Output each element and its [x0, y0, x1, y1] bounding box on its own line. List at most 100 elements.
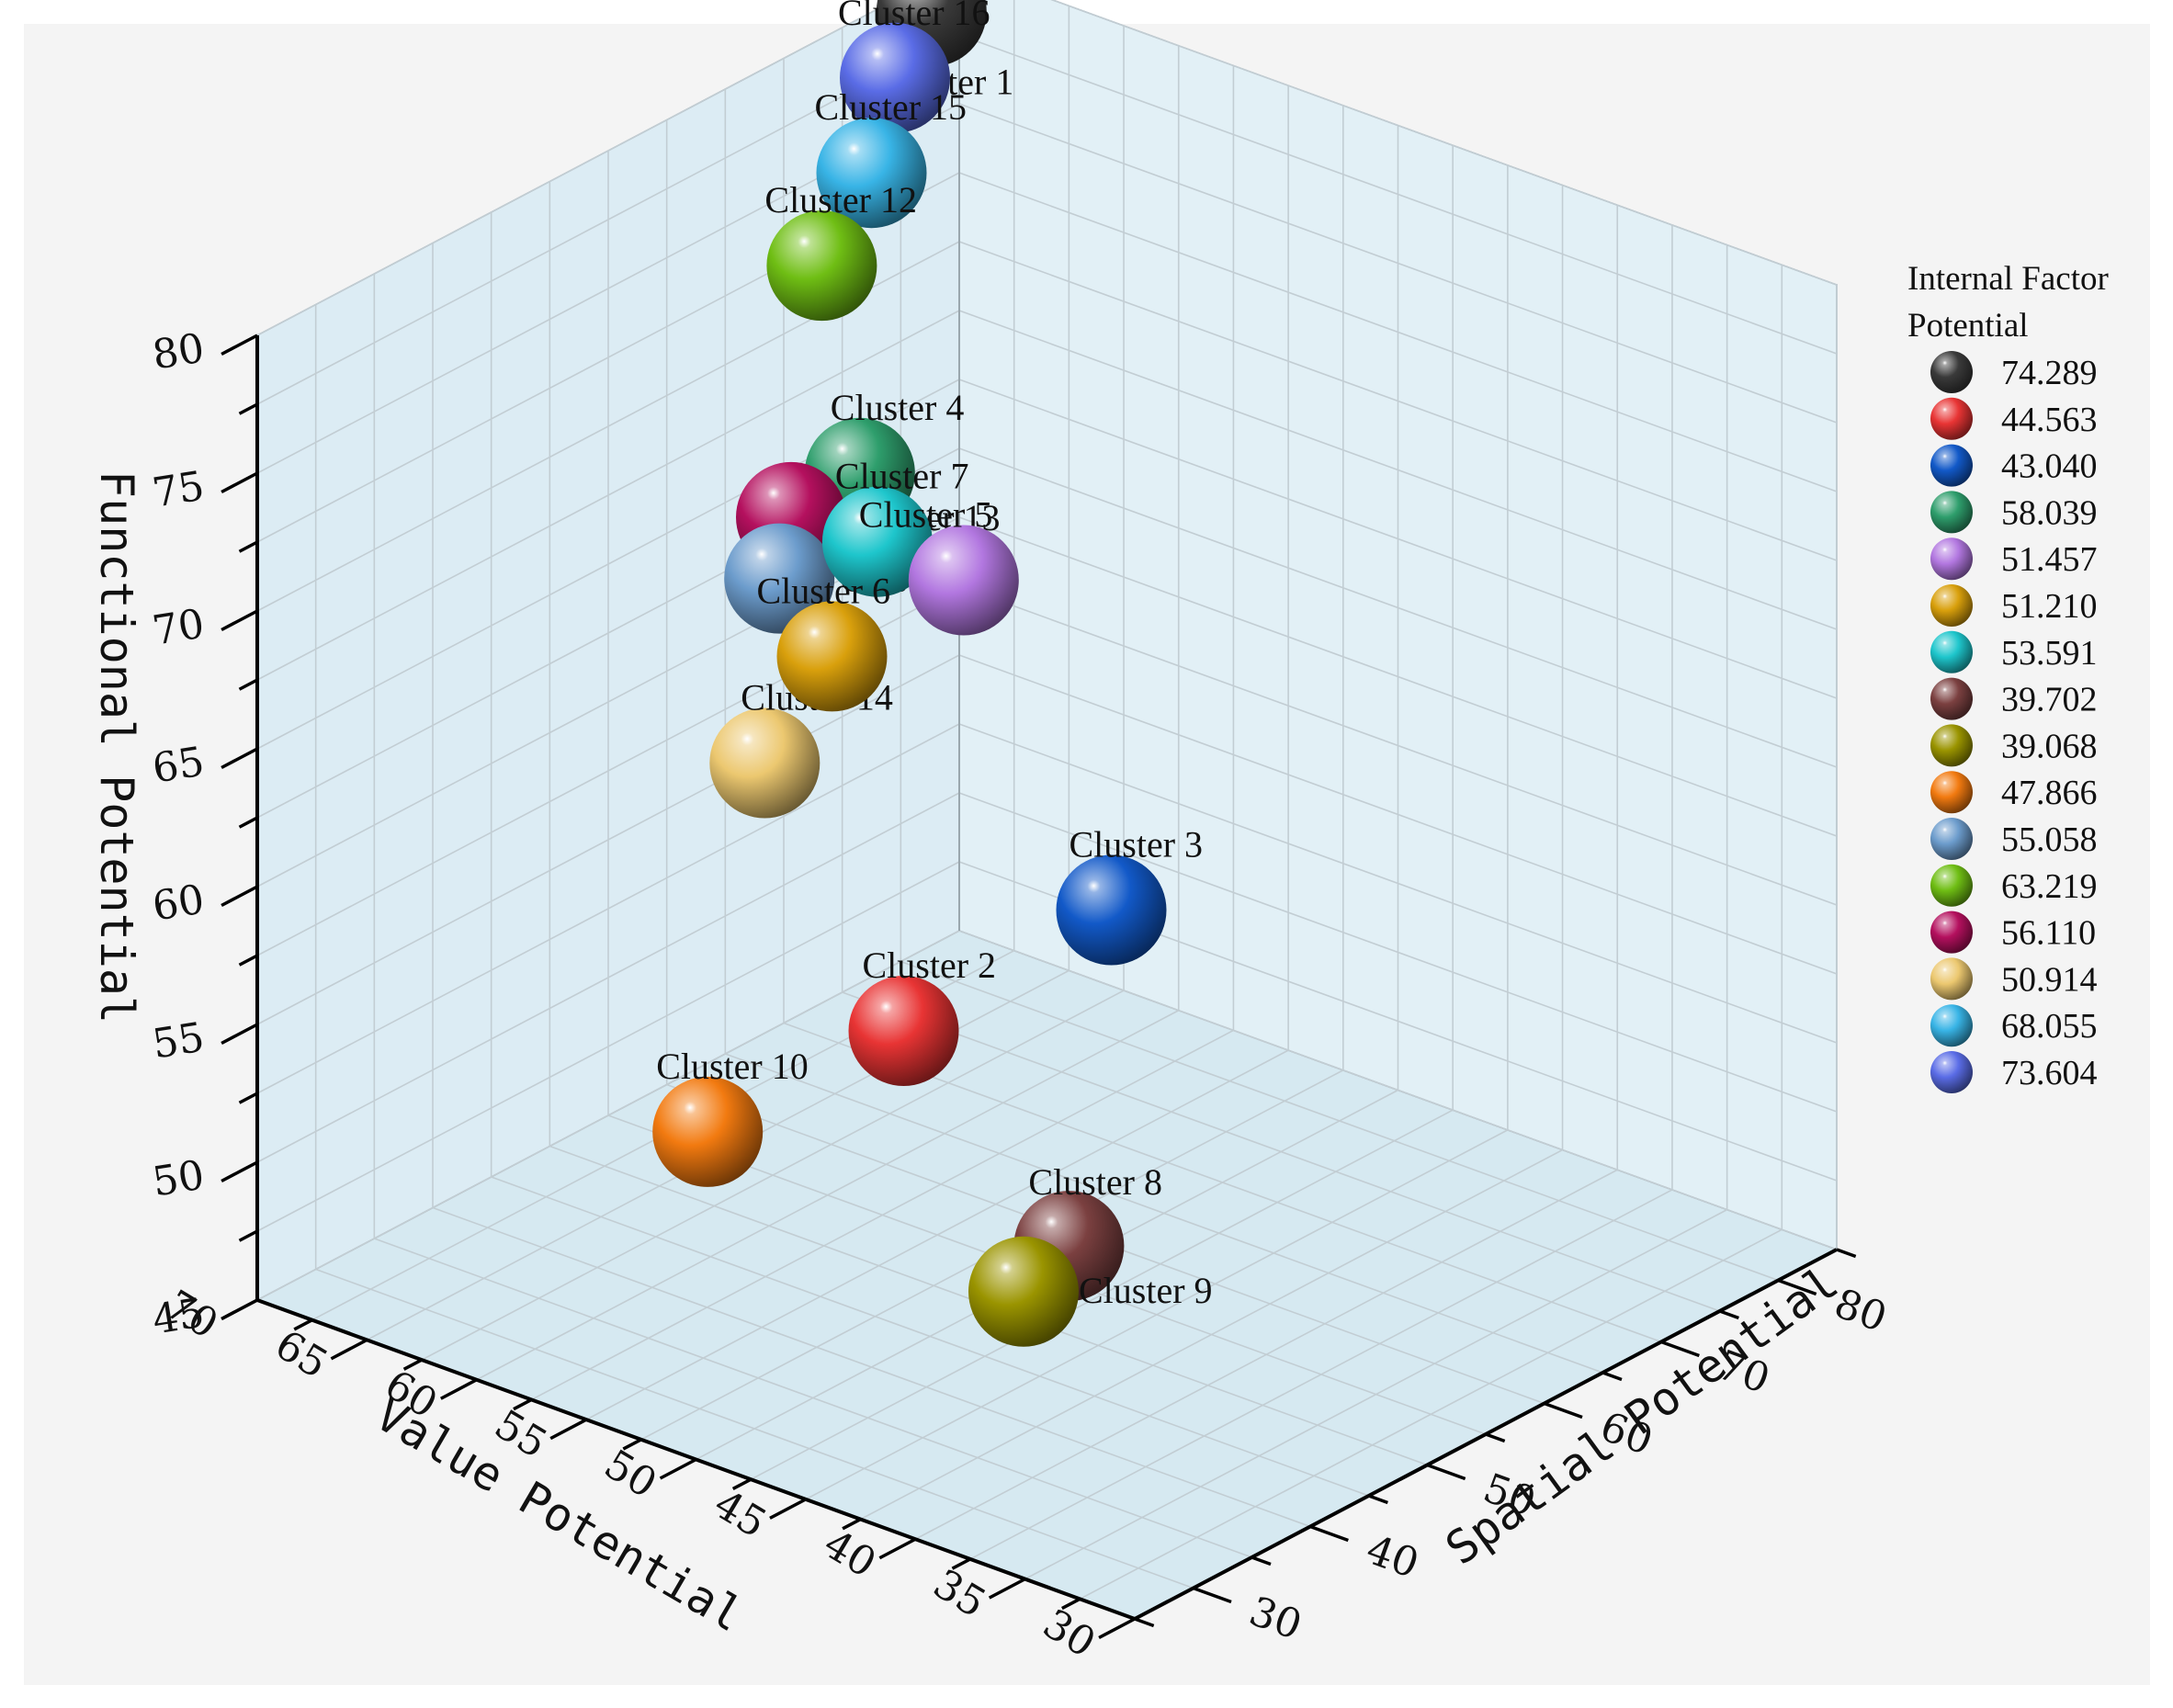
grid-line — [256, 654, 960, 1025]
grid-line — [900, 960, 1779, 1282]
point-label: Cluster 5 — [859, 494, 993, 536]
bubble-point — [816, 118, 927, 229]
x-axis-tick — [878, 1537, 917, 1560]
z-tick-label: 45 — [149, 1289, 207, 1343]
x-axis-tick — [731, 1477, 753, 1490]
y-axis-tick — [1134, 1617, 1155, 1628]
legend-swatch — [1930, 351, 1973, 393]
z-axis-tick — [221, 334, 258, 356]
z-axis-tick — [221, 1023, 258, 1046]
z-axis-tick — [238, 816, 258, 829]
y-axis-tick — [1485, 1432, 1506, 1443]
legend-value: 39.702 — [2001, 681, 2098, 719]
x-axis-tick — [330, 1338, 368, 1361]
point-label: Cluster 6 — [757, 570, 891, 611]
legend-value: 47.866 — [2001, 774, 2098, 812]
y-axis-tick — [1193, 1586, 1232, 1604]
bubble-point — [848, 976, 959, 1086]
bubble-point — [840, 22, 950, 133]
z-axis-tick — [238, 540, 258, 553]
y-axis-tick — [1368, 1494, 1388, 1505]
x-axis-tick — [842, 1518, 862, 1531]
legend-value: 68.055 — [2001, 1007, 2098, 1046]
y-axis-tick — [1601, 1371, 1623, 1382]
point-label: Cluster 9 — [1079, 1270, 1213, 1311]
grid-line — [958, 379, 1838, 699]
z-axis-tick — [221, 471, 258, 494]
point-label: Cluster 16 — [838, 0, 990, 33]
bubble-point — [1056, 854, 1167, 966]
grid-line — [256, 792, 960, 1163]
grid-line — [958, 723, 1838, 1044]
legend-value: 44.563 — [2001, 401, 2098, 439]
grid-line — [958, 792, 1838, 1113]
grid-line — [958, 241, 1838, 561]
z-tick-label: 65 — [149, 738, 207, 792]
legend-swatch — [1930, 677, 1973, 720]
grid-line — [256, 0, 897, 336]
bubble-point — [766, 210, 877, 322]
legend-swatch — [1930, 584, 1973, 627]
legend-swatch — [1930, 537, 1973, 581]
z-axis-tick — [221, 885, 258, 908]
z-axis-tick — [221, 747, 258, 770]
legend-swatch — [1930, 771, 1973, 814]
point-label: Cluster 10 — [656, 1046, 809, 1087]
grid-line — [315, 1268, 1194, 1589]
y-axis-tick — [1309, 1524, 1349, 1543]
legend-value: 39.068 — [2001, 727, 2098, 765]
z-axis-tick — [221, 1160, 258, 1183]
x-axis-tick — [769, 1498, 807, 1520]
point-label: Cluster 12 — [764, 179, 917, 221]
y-axis-tick — [1544, 1401, 1583, 1420]
grid-line — [958, 516, 1838, 837]
bubble-point — [968, 1236, 1079, 1347]
legend-subtitle: Potential — [1907, 307, 2029, 345]
x-axis-tick — [988, 1578, 1026, 1600]
grid-line — [958, 34, 1838, 355]
y-axis-tick — [1836, 1248, 1857, 1259]
z-axis-tick — [221, 609, 258, 632]
grid-line — [842, 991, 1720, 1312]
grid-line — [958, 172, 1838, 492]
legend-swatch — [1930, 864, 1973, 907]
legend-value: 50.914 — [2001, 960, 2098, 999]
legend-value: 56.110 — [2001, 914, 2096, 953]
legend-swatch — [1930, 724, 1973, 767]
z-tick-label: 50 — [149, 1151, 207, 1205]
grid-line — [958, 103, 1838, 424]
legend-swatch — [1930, 818, 1973, 860]
grid-line — [958, 654, 1838, 975]
grid-line — [256, 861, 960, 1232]
legend-swatch — [1930, 630, 1973, 673]
point-label: Cluster 3 — [1070, 824, 1204, 865]
x-axis-tick — [622, 1438, 642, 1451]
legend-swatch — [1930, 911, 1973, 954]
chart-grid — [256, 0, 1838, 1620]
z-axis-tick — [238, 954, 258, 967]
bubble-point — [652, 1076, 764, 1187]
grid-line — [958, 585, 1838, 906]
y-axis-tick — [1719, 1309, 1739, 1320]
grid-line — [256, 34, 960, 405]
point-label: Cluster 4 — [831, 387, 965, 428]
z-axis-title: Functional Potential — [90, 470, 143, 1024]
legend: Internal Factor Potential 74.289 44.563 43… — [1907, 260, 2109, 1093]
z-tick-label: 60 — [149, 876, 207, 930]
legend-value: 55.058 — [2001, 820, 2098, 859]
grid-line — [958, 930, 1838, 1250]
bubble-point — [709, 707, 821, 819]
y-axis-tick — [1660, 1340, 1700, 1358]
x-axis-tick — [1098, 1617, 1136, 1640]
bubble-point — [908, 525, 1019, 636]
x-axis-tick — [513, 1397, 533, 1411]
z-axis-tick — [238, 678, 258, 691]
bubble-point — [821, 486, 933, 597]
legend-value: 73.604 — [2001, 1054, 2098, 1092]
grid-line — [1050, 0, 1838, 286]
legend-value: 63.219 — [2001, 867, 2098, 906]
legend-value: 51.457 — [2001, 540, 2098, 579]
legend-value: 74.289 — [2001, 354, 2098, 392]
